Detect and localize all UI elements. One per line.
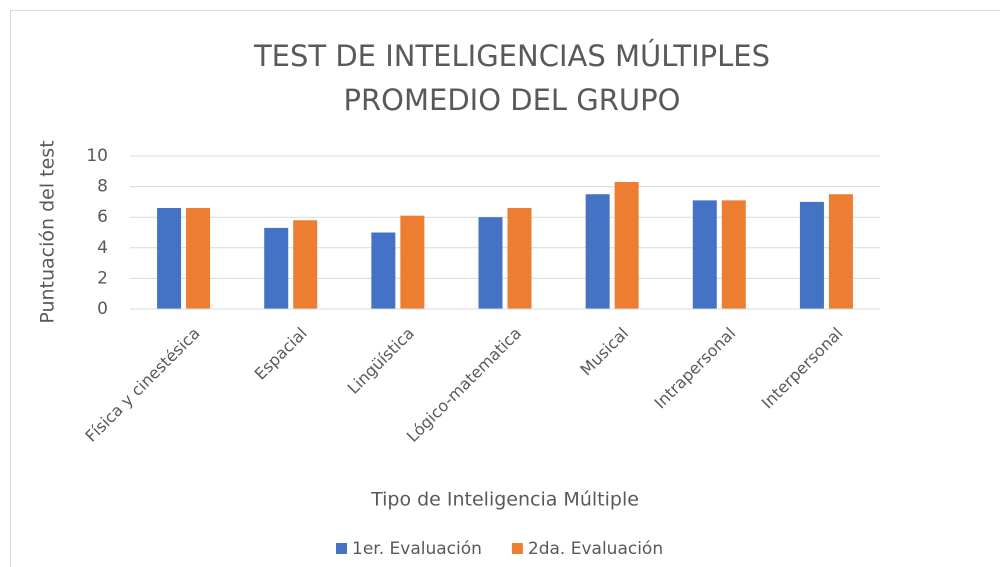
legend-label: 1er. Evaluación (352, 539, 482, 559)
y-tick-label: 4 (97, 238, 108, 258)
y-tick-label: 8 (97, 177, 108, 197)
bar (157, 208, 182, 309)
chart-title: TEST DE INTELIGENCIAS MÚLTIPLES (253, 39, 770, 73)
bar (828, 194, 853, 309)
bar (585, 194, 610, 309)
bar (293, 220, 318, 309)
legend-swatch (511, 543, 523, 554)
bar (799, 201, 824, 309)
bar (264, 227, 289, 309)
bar (507, 208, 532, 309)
bar (721, 200, 746, 309)
legend-label: 2da. Evaluación (528, 539, 663, 559)
y-tick-label: 2 (97, 268, 108, 288)
bar (371, 232, 396, 309)
y-tick-label: 6 (97, 207, 108, 227)
bar (478, 217, 503, 309)
chart-title: PROMEDIO DEL GRUPO (344, 83, 681, 117)
x-axis-title: Tipo de Inteligencia Múltiple (370, 489, 639, 511)
bar (186, 208, 211, 309)
bar (400, 215, 425, 309)
bar (692, 200, 717, 309)
y-tick-label: 0 (97, 299, 108, 319)
bar (614, 182, 639, 309)
y-axis-title: Puntuación del test (37, 140, 59, 323)
y-tick-label: 10 (86, 146, 108, 166)
legend-swatch (336, 543, 347, 554)
